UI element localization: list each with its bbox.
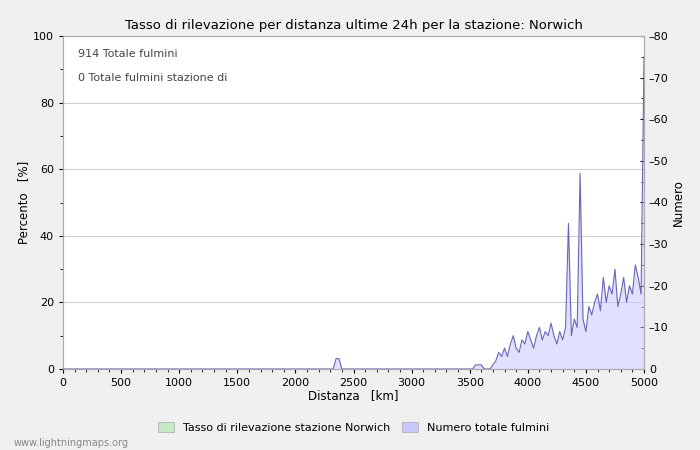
Title: Tasso di rilevazione per distanza ultime 24h per la stazione: Norwich: Tasso di rilevazione per distanza ultime… [125, 19, 582, 32]
Text: www.lightningmaps.org: www.lightningmaps.org [14, 438, 129, 448]
Legend: Tasso di rilevazione stazione Norwich, Numero totale fulmini: Tasso di rilevazione stazione Norwich, N… [153, 418, 554, 437]
X-axis label: Distanza   [km]: Distanza [km] [308, 389, 399, 402]
Y-axis label: Percento   [%]: Percento [%] [18, 161, 30, 244]
Text: 0 Totale fulmini stazione di: 0 Totale fulmini stazione di [78, 72, 227, 83]
Y-axis label: Numero: Numero [671, 179, 685, 226]
Text: 914 Totale fulmini: 914 Totale fulmini [78, 50, 177, 59]
